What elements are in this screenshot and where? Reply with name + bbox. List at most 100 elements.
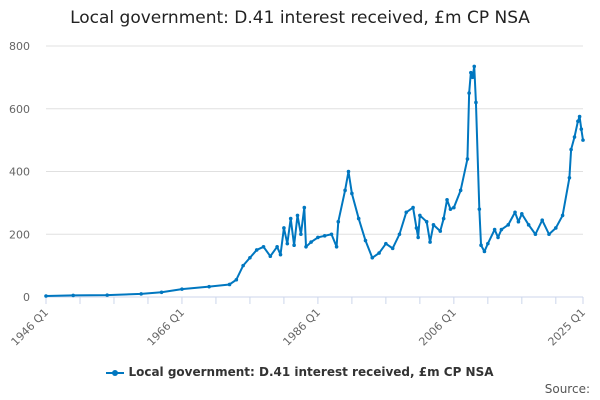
data-point [472,64,477,69]
data-point [302,205,307,210]
data-point [390,246,395,251]
data-point [579,127,584,131]
data-point [227,282,232,287]
data-point [452,205,456,210]
data-point [479,243,483,248]
y-tick-label: 0 [23,291,30,304]
data-point [526,223,531,227]
data-point [180,287,184,291]
data-point [304,245,308,249]
data-point [411,205,415,210]
data-point [474,100,478,105]
data-point [292,243,296,248]
data-point [486,241,490,246]
data-point [424,219,429,224]
data-point [322,234,327,238]
data-point [469,70,473,75]
data-point [384,241,388,246]
data-point [105,293,109,297]
data-point [572,135,577,139]
data-point [445,197,449,202]
x-tick-label: 2025 Q1 [546,306,589,349]
legend-marker-icon [106,369,125,376]
x-tick-label: 1946 Q1 [9,306,52,349]
source-label: Source: [544,382,590,396]
data-point [533,232,538,237]
data-point [470,75,475,80]
x-tick-label: 1986 Q1 [280,306,323,349]
data-point [467,91,471,95]
data-point [554,226,558,230]
data-point [496,235,500,240]
data-point [275,245,279,249]
data-point [416,235,420,240]
data-point [334,245,339,249]
data-point [309,240,313,244]
data-point [316,235,320,240]
data-point [299,232,303,237]
data-point [414,226,419,230]
data-point [431,223,436,227]
data-point [581,138,585,142]
data-point [428,240,432,244]
data-point [547,232,551,237]
data-point [397,232,402,237]
legend-label: Local government: D.41 interest received… [128,365,494,379]
data-point [370,255,375,260]
data-point [438,229,443,233]
data-point [159,290,164,295]
data-point [377,251,381,255]
data-point [350,191,354,196]
data-point [71,293,75,298]
data-point [404,210,409,215]
data-point [418,213,422,218]
x-tick-label: 2006 Q1 [416,306,459,349]
y-tick-label: 800 [9,40,30,53]
data-point [241,263,245,268]
data-point [336,219,341,224]
data-point [540,218,545,222]
x-tick-label: 1966 Q1 [145,306,188,349]
data-point [254,248,259,252]
legend[interactable]: Local government: D.41 interest received… [0,365,600,379]
data-point [465,157,470,161]
data-point [441,216,446,221]
data-point [207,284,211,289]
data-point [285,241,290,246]
data-point [268,254,273,259]
data-point [329,232,334,237]
y-tick-label: 200 [9,228,30,241]
data-point [44,294,48,298]
data-point [513,210,517,215]
data-point [569,147,573,152]
data-point [346,169,351,174]
series-line [45,65,584,298]
data-point [234,277,239,282]
data-point [261,245,266,249]
data-point [492,227,497,232]
data-point [282,226,286,230]
data-point [567,175,572,180]
data-point [356,216,361,221]
data-point [560,213,565,218]
data-point [506,223,511,227]
data-point [295,213,300,218]
data-point [576,119,580,124]
data-point [248,255,252,260]
data-point [477,207,482,211]
data-point [363,238,368,243]
data-point [343,188,347,193]
y-tick-label: 600 [9,103,30,116]
data-point [577,114,582,119]
chart-title: Local government: D.41 interest received… [70,8,530,28]
data-point [482,249,487,254]
data-point [448,207,453,211]
data-point [139,292,143,296]
data-point [458,188,463,193]
data-point [520,212,524,216]
data-point [288,216,293,221]
data-point [516,219,521,224]
data-point [278,252,283,257]
data-point [499,227,504,232]
